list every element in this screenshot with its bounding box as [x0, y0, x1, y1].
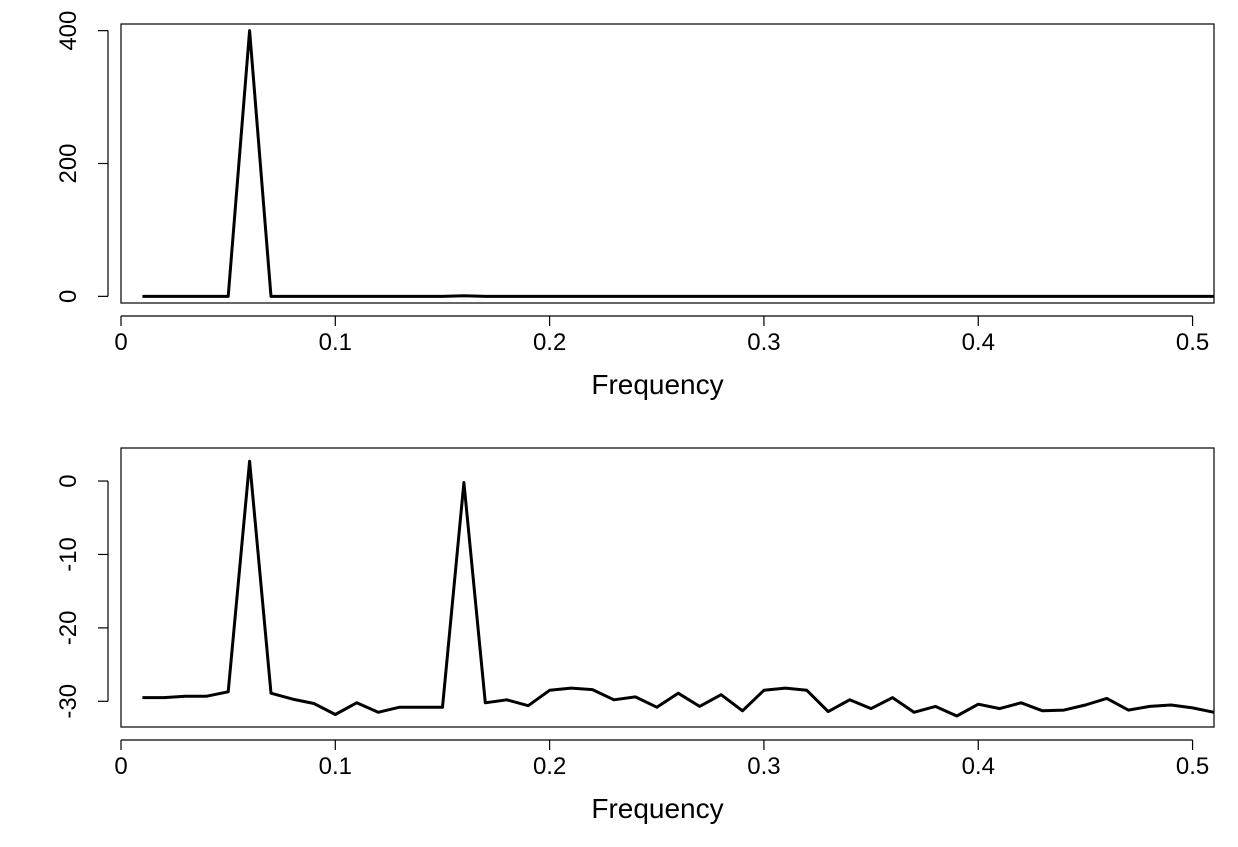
- x-tick-label: 0.5: [1176, 329, 1209, 356]
- y-tick-label: 400: [55, 11, 82, 51]
- x-tick-label: 0.3: [747, 329, 780, 356]
- x-tick-label: 0.4: [962, 329, 995, 356]
- series-line: [142, 459, 1215, 718]
- plot-frame: [120, 23, 1215, 304]
- x-tick-label: 0.2: [533, 753, 566, 780]
- x-tick-label: 0: [114, 753, 127, 780]
- x-tick-label: 0.5: [1176, 753, 1209, 780]
- y-tick-label: 0: [55, 290, 82, 303]
- lower-log-spectrum-panel: 0 0.1 0.2 0.3 0.4 0.5 Frequency 0 -10 -20 -30: [55, 447, 1215, 824]
- series-line: [142, 29, 1214, 298]
- y-tick-label: -10: [55, 537, 82, 572]
- y-tick-label: -20: [55, 611, 82, 646]
- x-tick-label: 0.1: [319, 753, 352, 780]
- x-tick-label: 0: [114, 329, 127, 356]
- plot-frame: [120, 447, 1215, 728]
- y-tick-label: 200: [55, 143, 82, 183]
- y-tick-label: -30: [55, 684, 82, 719]
- x-axis-label: Frequency: [591, 793, 723, 824]
- x-tick-label: 0.4: [962, 753, 995, 780]
- x-axis-label: Frequency: [591, 369, 723, 400]
- x-tick-label: 0.3: [747, 753, 780, 780]
- upper-spectrum-panel: 0 0.1 0.2 0.3 0.4 0.5 Frequency 0 200 400: [55, 11, 1215, 400]
- y-tick-label: 0: [55, 474, 82, 487]
- x-tick-label: 0.1: [319, 329, 352, 356]
- x-tick-label: 0.2: [533, 329, 566, 356]
